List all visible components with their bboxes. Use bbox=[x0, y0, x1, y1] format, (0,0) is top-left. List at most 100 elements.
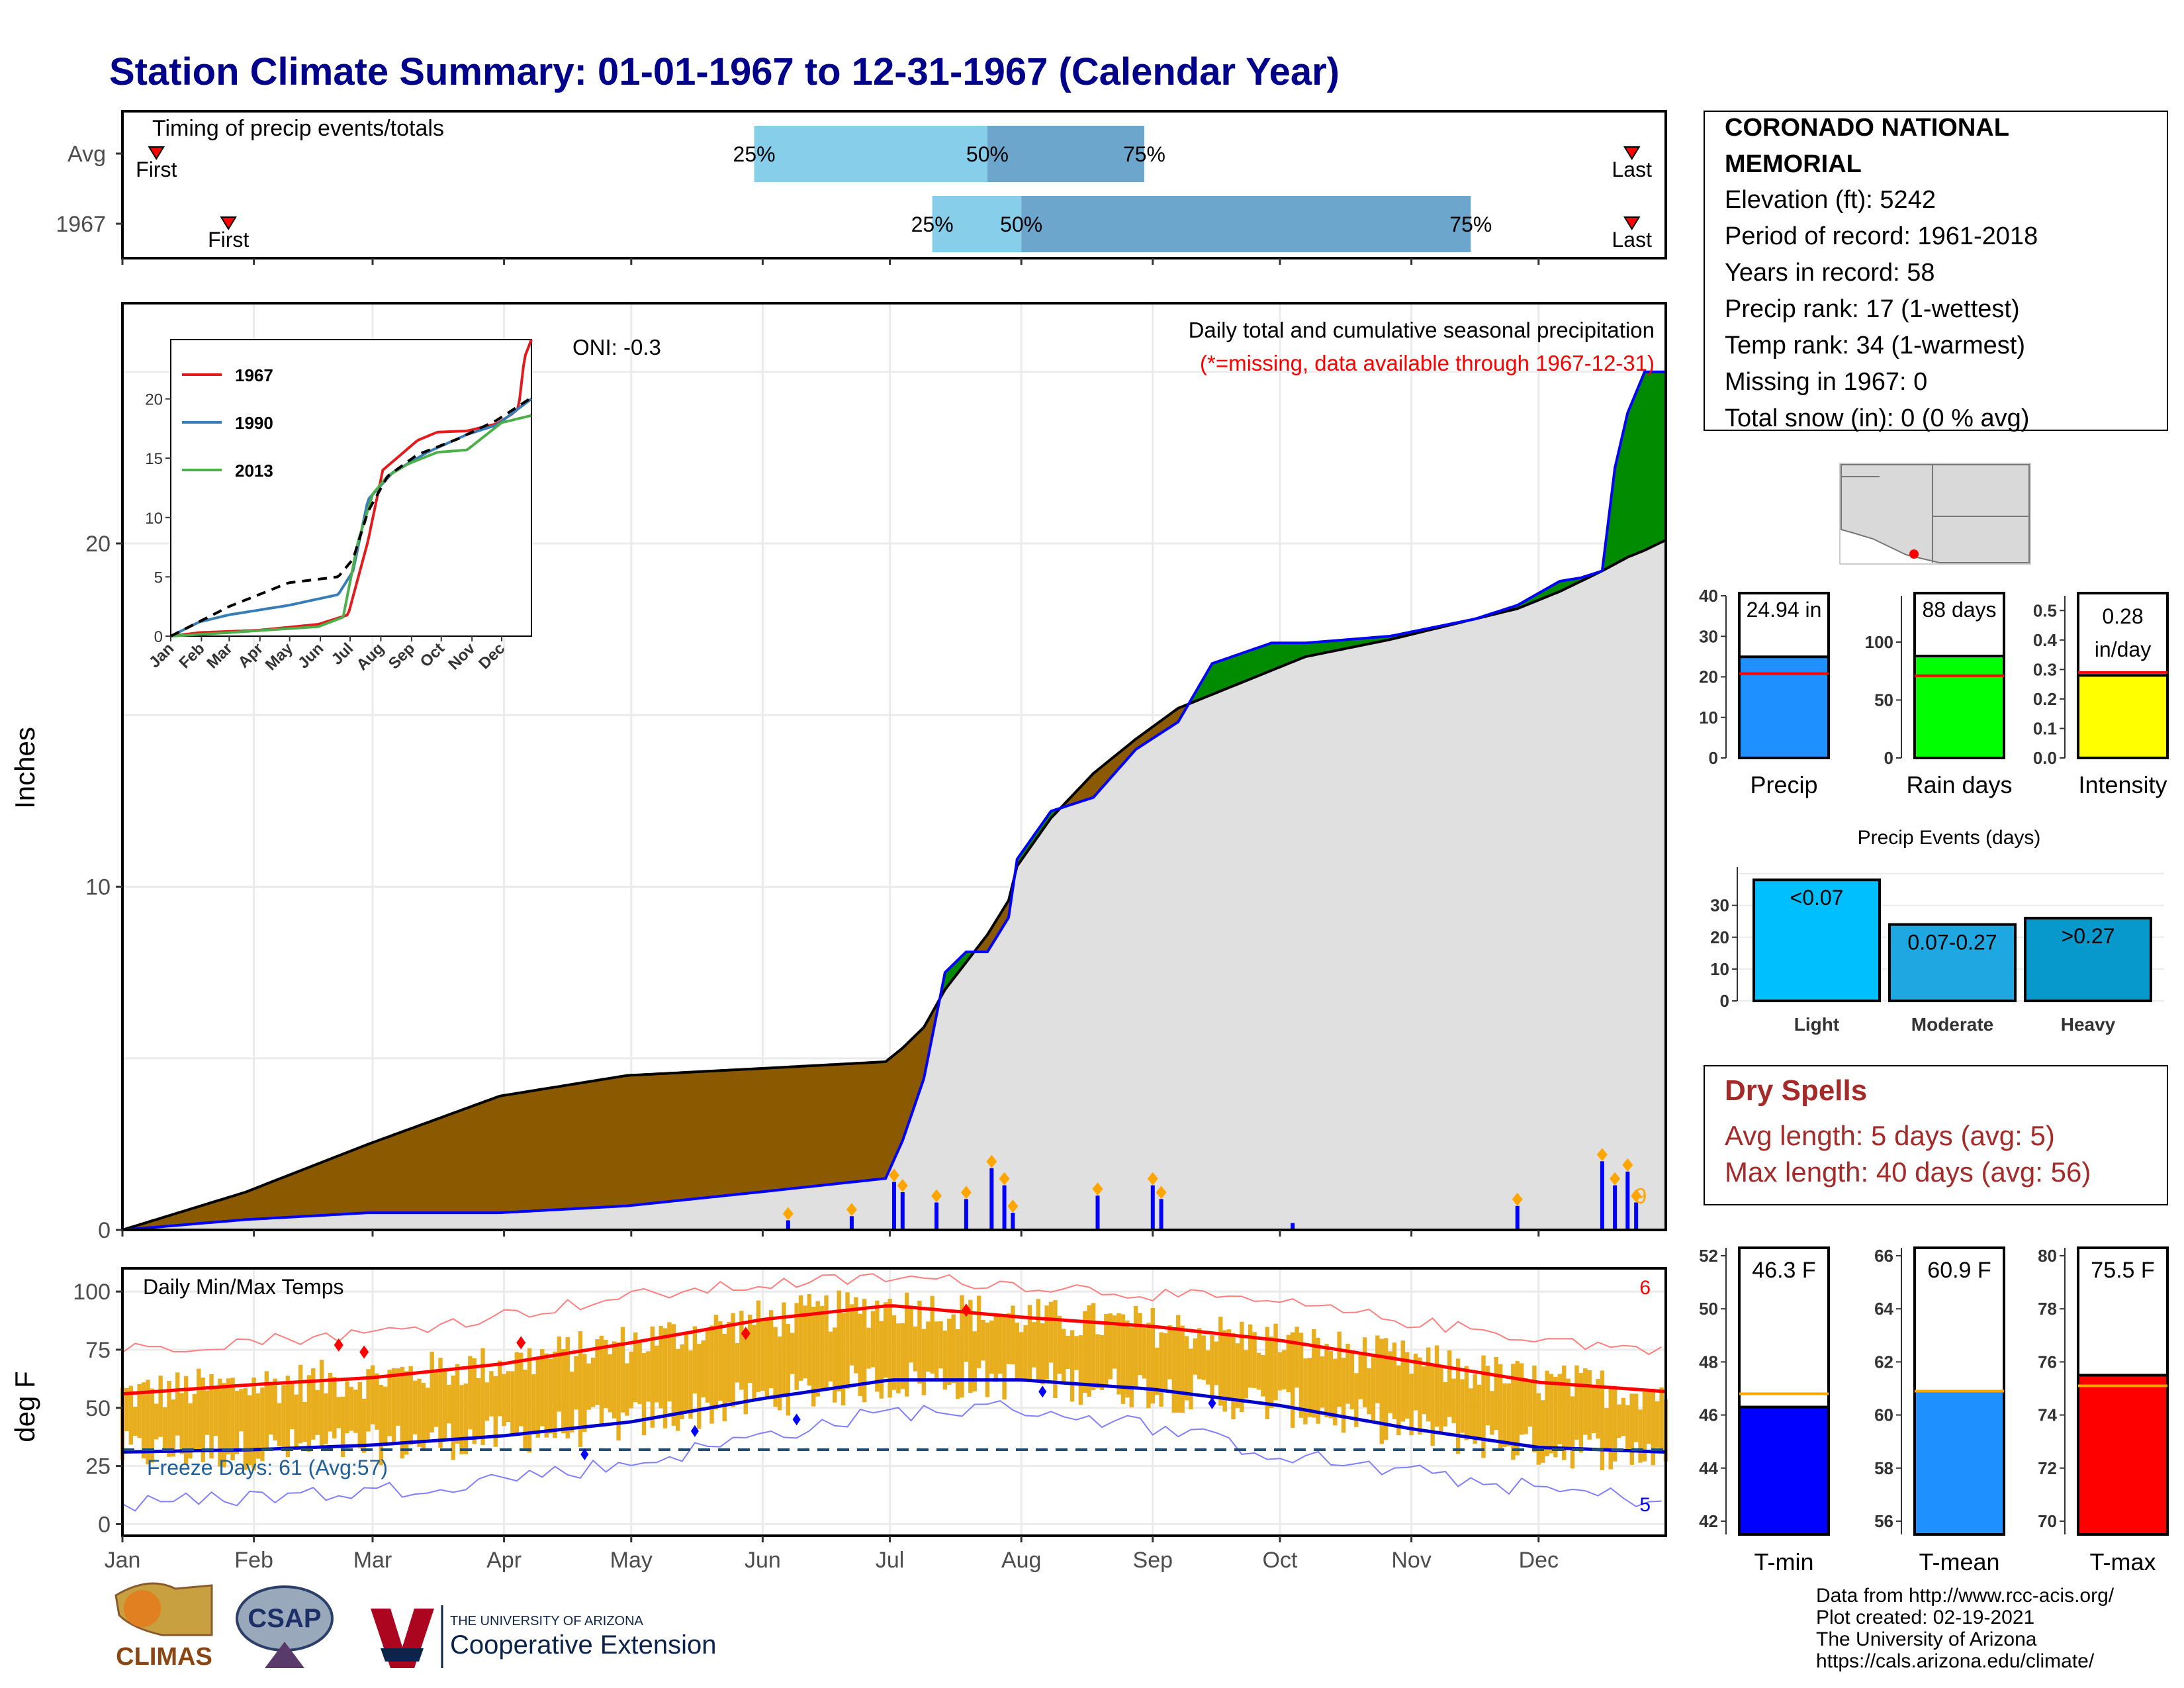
deficit-fill bbox=[652, 1073, 657, 1204]
deficit-fill bbox=[559, 1085, 564, 1210]
daily-temp-bar bbox=[222, 1383, 226, 1468]
surplus-fill bbox=[1250, 648, 1255, 680]
daily-temp-bar bbox=[586, 1363, 591, 1410]
daily-temp-bar bbox=[514, 1352, 520, 1434]
deficit-fill bbox=[525, 1090, 530, 1212]
daily-temp-bar bbox=[1337, 1331, 1342, 1407]
daily-temp-bar bbox=[1265, 1327, 1269, 1420]
daily-temp-bar bbox=[960, 1295, 964, 1398]
deficit-fill bbox=[304, 1166, 310, 1217]
temp-bar-value: 75.5 F bbox=[2091, 1258, 2154, 1283]
deficit-fill bbox=[770, 1067, 776, 1192]
deficit-fill bbox=[495, 1096, 500, 1213]
deficit-fill bbox=[860, 1062, 865, 1182]
timing-bar-25-50 bbox=[754, 126, 987, 182]
daily-temp-bar bbox=[1120, 1314, 1126, 1404]
daily-temp-bar bbox=[1460, 1379, 1465, 1433]
daily-temp-bar bbox=[141, 1382, 146, 1459]
deficit-fill bbox=[372, 1140, 377, 1213]
deficit-fill bbox=[249, 1188, 255, 1220]
daily-temp-bar bbox=[1511, 1364, 1516, 1460]
daily-temp-bar bbox=[1104, 1314, 1109, 1387]
daily-temp-bar bbox=[608, 1354, 612, 1413]
summary-bar-label: Precip bbox=[1750, 771, 1817, 798]
daily-temp-bar bbox=[866, 1327, 871, 1369]
daily-temp-bar bbox=[277, 1403, 282, 1447]
deficit-fill bbox=[529, 1090, 534, 1212]
station-info-line: Missing in 1967: 0 bbox=[1725, 368, 1927, 396]
daily-temp-bar bbox=[930, 1295, 934, 1374]
daily-temp-bar bbox=[1048, 1301, 1054, 1363]
daily-temp-bar bbox=[158, 1376, 163, 1437]
daily-precip-marker bbox=[931, 1189, 942, 1203]
daily-precip-marker bbox=[1156, 1186, 1167, 1199]
deficit-fill bbox=[359, 1145, 365, 1214]
daily-temp-bar bbox=[1002, 1314, 1007, 1400]
surplus-fill bbox=[1623, 412, 1628, 561]
temp-bar-ytick-label: 80 bbox=[2038, 1246, 2057, 1266]
daily-temp-bar bbox=[328, 1372, 333, 1432]
daily-temp-bar bbox=[1469, 1388, 1473, 1436]
temp-bar-label: T-max bbox=[2089, 1548, 2156, 1575]
daily-temp-bar bbox=[430, 1351, 434, 1432]
daily-temp-bar bbox=[1629, 1393, 1634, 1465]
temp-panel: Daily Min/Max Temps Freeze Days: 61 (Avg… bbox=[9, 1267, 1668, 1573]
freeze-days-label: Freeze Days: 61 (Avg:57) bbox=[147, 1456, 388, 1479]
precip-events-title: Precip Events (days) bbox=[1858, 827, 2041, 849]
daily-temp-bar bbox=[633, 1332, 638, 1403]
daily-precip-marker bbox=[986, 1154, 997, 1168]
daily-temp-bar bbox=[1032, 1322, 1036, 1368]
timing-panel: Timing of precip events/totals Avg 25% 50%… bbox=[56, 110, 1667, 265]
daily-temp-bar bbox=[887, 1299, 892, 1398]
deficit-fill bbox=[715, 1070, 721, 1197]
deficit-fill bbox=[584, 1081, 590, 1209]
inset-ytick-label: 20 bbox=[145, 391, 163, 409]
record-high-marker bbox=[359, 1345, 369, 1359]
daily-temp-bar bbox=[1027, 1305, 1032, 1382]
daily-temp-bar bbox=[1066, 1335, 1070, 1370]
deficit-fill bbox=[317, 1162, 322, 1216]
deficit-fill bbox=[677, 1072, 683, 1201]
daily-precip-marker bbox=[1147, 1172, 1158, 1186]
deficit-fill bbox=[194, 1205, 199, 1225]
daily-precip-bar bbox=[1600, 1161, 1604, 1230]
daily-temp-bar bbox=[697, 1344, 702, 1429]
surplus-fill bbox=[1288, 642, 1293, 665]
deficit-fill bbox=[783, 1066, 789, 1190]
summary-bar-label: Intensity bbox=[2078, 771, 2167, 798]
deficit-fill bbox=[376, 1139, 382, 1213]
daily-temp-bar bbox=[1455, 1358, 1461, 1454]
deficit-fill bbox=[253, 1186, 259, 1220]
daily-precip-bar bbox=[849, 1216, 854, 1230]
deficit-fill bbox=[719, 1070, 725, 1197]
deficit-fill bbox=[656, 1073, 662, 1203]
deficit-fill bbox=[414, 1125, 420, 1213]
daily-temp-bar bbox=[701, 1340, 705, 1397]
deficit-fill bbox=[385, 1135, 390, 1213]
daily-temp-bar bbox=[891, 1315, 897, 1390]
deficit-fill bbox=[490, 1097, 496, 1213]
daily-temp-bar bbox=[1617, 1404, 1621, 1438]
daily-temp-bar bbox=[688, 1350, 693, 1419]
temp-bar-ytick-label: 78 bbox=[2038, 1299, 2057, 1319]
deficit-fill bbox=[423, 1121, 428, 1213]
daily-precip-bar bbox=[1625, 1171, 1630, 1230]
surplus-fill bbox=[1212, 661, 1217, 695]
deficit-fill bbox=[474, 1103, 479, 1213]
daily-temp-bar bbox=[650, 1326, 655, 1428]
surplus-fill bbox=[1237, 653, 1242, 685]
summary-ytick-label: 0.4 bbox=[2033, 630, 2058, 650]
precip-events-ytick-label: 0 bbox=[1720, 991, 1729, 1011]
record-low-marker bbox=[690, 1425, 699, 1437]
daily-temp-bar bbox=[1596, 1379, 1600, 1439]
daily-temp-bar bbox=[273, 1378, 277, 1441]
daily-temp-bar bbox=[764, 1317, 770, 1398]
daily-temp-bar bbox=[574, 1356, 578, 1410]
daily-temp-bar bbox=[459, 1385, 464, 1454]
daily-temp-bar bbox=[557, 1336, 562, 1412]
temp-label: Daily Min/Max Temps bbox=[143, 1275, 343, 1299]
precip-events-range: <0.07 bbox=[1790, 886, 1844, 910]
deficit-fill bbox=[224, 1197, 229, 1222]
daily-temp-bar bbox=[1604, 1408, 1609, 1451]
daily-temp-bar bbox=[1150, 1307, 1156, 1404]
